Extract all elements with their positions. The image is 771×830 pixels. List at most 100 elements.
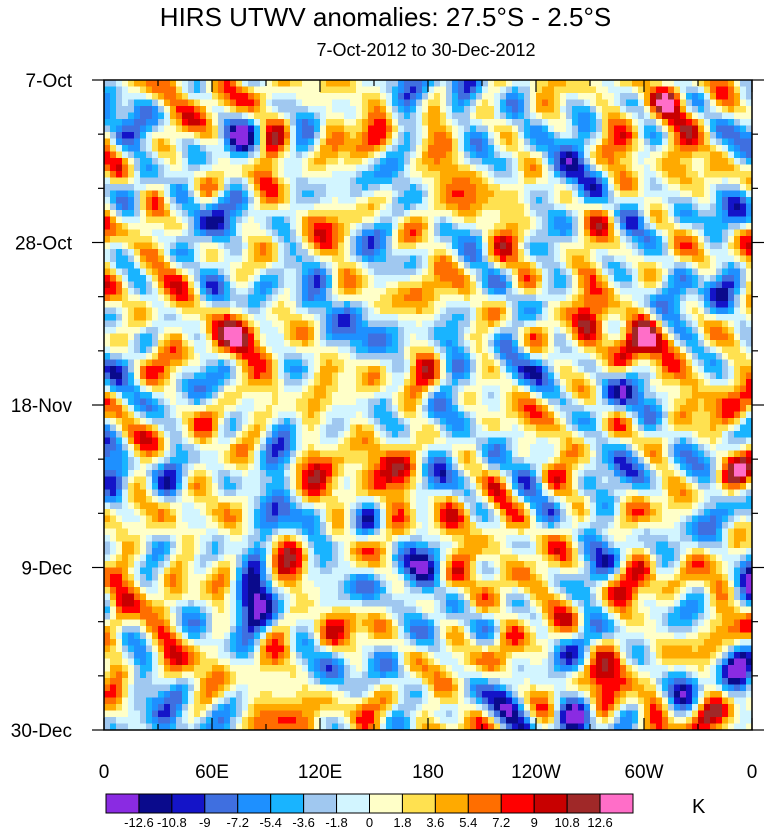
field-cell	[332, 262, 339, 270]
field-cell	[440, 138, 447, 146]
field-cell	[422, 184, 429, 192]
field-cell	[218, 262, 225, 270]
field-cell	[320, 112, 327, 120]
field-cell	[704, 301, 711, 309]
field-cell	[260, 307, 267, 315]
field-cell	[284, 288, 291, 296]
field-cell	[680, 93, 687, 101]
field-cell	[392, 366, 399, 374]
field-cell	[734, 132, 741, 140]
field-cell	[626, 197, 633, 205]
field-cell	[608, 359, 615, 367]
field-cell	[734, 125, 741, 133]
field-cell	[542, 210, 549, 218]
field-cell	[194, 262, 201, 270]
field-cell	[104, 372, 111, 380]
field-cell	[416, 255, 423, 263]
field-cell	[326, 197, 333, 205]
field-cell	[566, 184, 573, 192]
field-cell	[278, 294, 285, 302]
field-cell	[152, 346, 159, 354]
field-cell	[584, 281, 591, 289]
field-cell	[386, 106, 393, 114]
field-cell	[110, 320, 117, 328]
field-cell	[134, 275, 141, 283]
field-cell	[548, 333, 555, 341]
field-cell	[194, 340, 201, 348]
field-cell	[344, 158, 351, 166]
field-cell	[242, 314, 249, 322]
field-cell	[470, 333, 477, 341]
field-cell	[452, 346, 459, 354]
field-cell	[722, 138, 729, 146]
field-cell	[134, 216, 141, 224]
field-cell	[356, 262, 363, 270]
field-cell	[254, 359, 261, 367]
field-cell	[362, 99, 369, 107]
field-cell	[428, 171, 435, 179]
field-cell	[278, 236, 285, 244]
field-cell	[296, 327, 303, 335]
field-cell	[446, 216, 453, 224]
field-cell	[746, 138, 752, 146]
field-cell	[212, 327, 219, 335]
field-cell	[176, 216, 183, 224]
field-cell	[734, 177, 741, 185]
field-cell	[698, 190, 705, 198]
field-cell	[488, 119, 495, 127]
field-cell	[548, 372, 555, 380]
field-cell	[134, 164, 141, 172]
field-cell	[530, 151, 537, 159]
field-cell	[398, 112, 405, 120]
field-cell	[236, 145, 243, 153]
field-cell	[410, 112, 417, 120]
field-cell	[494, 236, 501, 244]
field-cell	[650, 268, 657, 276]
field-cell	[572, 288, 579, 296]
field-cell	[308, 262, 315, 270]
field-cell	[692, 197, 699, 205]
field-cell	[344, 210, 351, 218]
field-cell	[452, 340, 459, 348]
field-cell	[248, 203, 255, 211]
field-cell	[332, 93, 339, 101]
field-cell	[374, 327, 381, 335]
field-cell	[326, 327, 333, 335]
field-cell	[176, 340, 183, 348]
field-cell	[608, 151, 615, 159]
field-cell	[440, 307, 447, 315]
field-cell	[674, 327, 681, 335]
field-cell	[596, 255, 603, 263]
field-cell	[422, 372, 429, 380]
field-cell	[278, 320, 285, 328]
field-cell	[464, 171, 471, 179]
field-cell	[542, 86, 549, 94]
field-cell	[668, 294, 675, 302]
field-cell	[320, 229, 327, 237]
field-cell	[260, 106, 267, 114]
field-cell	[302, 249, 309, 257]
field-cell	[146, 379, 153, 387]
field-cell	[290, 210, 297, 218]
field-cell	[104, 171, 111, 179]
field-cell	[728, 268, 735, 276]
field-cell	[488, 99, 495, 107]
field-cell	[518, 236, 525, 244]
field-cell	[380, 359, 387, 367]
field-cell	[140, 132, 147, 140]
field-cell	[698, 112, 705, 120]
field-cell	[182, 379, 189, 387]
field-cell	[260, 268, 267, 276]
field-cell	[602, 93, 609, 101]
field-cell	[368, 340, 375, 348]
field-cell	[578, 242, 585, 250]
field-cell	[272, 255, 279, 263]
field-cell	[338, 288, 345, 296]
field-cell	[344, 112, 351, 120]
field-cell	[578, 112, 585, 120]
field-cell	[206, 112, 213, 120]
field-cell	[128, 203, 135, 211]
field-cell	[644, 106, 651, 114]
field-cell	[374, 112, 381, 120]
field-cell	[548, 288, 555, 296]
